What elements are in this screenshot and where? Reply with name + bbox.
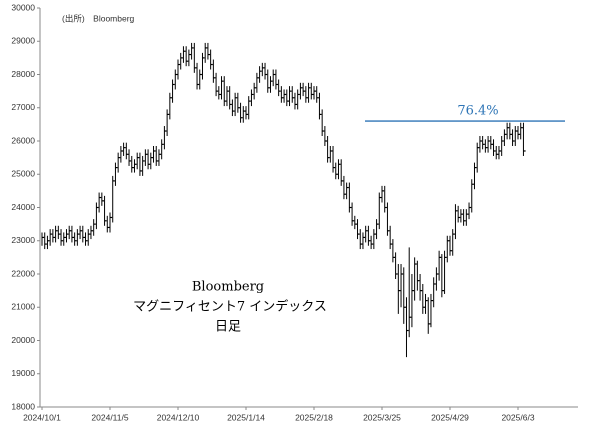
y-tick-label: 19000 <box>11 368 35 378</box>
annotation: 日足 <box>215 320 241 335</box>
y-tick-label: 25000 <box>11 169 35 179</box>
annotation: マグニフィセント7 インデックス <box>133 299 327 315</box>
source-note: (出所) Bloomberg <box>62 13 135 23</box>
x-tick-label: 2025/3/25 <box>363 412 401 422</box>
y-tick-label: 18000 <box>11 401 35 411</box>
x-tick-label: 2025/4/29 <box>431 412 469 422</box>
y-tick-label: 23000 <box>11 235 35 245</box>
x-tick-label: 2025/1/14 <box>227 412 265 422</box>
y-tick-label: 21000 <box>11 302 35 312</box>
y-tick-label: 24000 <box>11 202 35 212</box>
y-tick-label: 22000 <box>11 268 35 278</box>
x-tick-label: 2024/11/5 <box>91 412 128 422</box>
annotation: Bloomberg <box>192 280 264 295</box>
x-tick-label: 2024/10/1 <box>23 412 61 422</box>
y-tick-label: 20000 <box>11 335 35 345</box>
y-tick-label: 30000 <box>11 2 35 12</box>
y-tick-label: 29000 <box>11 36 35 46</box>
y-tick-label: 28000 <box>11 69 35 79</box>
y-tick-label: 26000 <box>11 135 35 145</box>
reference-label: 76.4% <box>457 104 498 119</box>
x-tick-label: 2024/12/10 <box>157 412 200 422</box>
y-tick-label: 27000 <box>11 102 35 112</box>
x-tick-label: 2025/6/3 <box>501 412 534 422</box>
x-tick-label: 2025/2/18 <box>295 412 333 422</box>
